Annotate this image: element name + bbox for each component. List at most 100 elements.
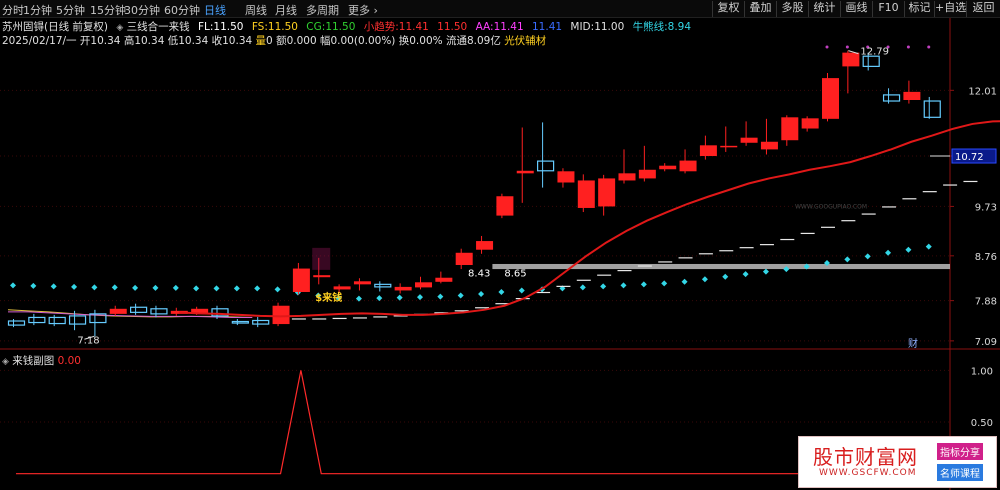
- toolbar-button-0[interactable]: 复权: [712, 1, 744, 17]
- candle-body: [740, 137, 758, 143]
- signal-dot: [927, 45, 931, 49]
- timeframe-tab-10[interactable]: 更多 ›: [348, 4, 378, 17]
- candle-body: [923, 100, 941, 118]
- candle-body: [516, 170, 534, 174]
- watermark-tag-course[interactable]: 名师课程: [937, 464, 983, 481]
- candle-body: [557, 171, 575, 183]
- candle-body: [903, 91, 921, 100]
- mid-label: MID:: [570, 21, 595, 33]
- sub-chart-value: 0.00: [57, 355, 81, 367]
- candle-body: [862, 55, 880, 67]
- float-label: 流通: [445, 35, 467, 47]
- fs-value: 11.50: [267, 21, 298, 33]
- low-label: 7.18: [77, 335, 99, 346]
- candle-body: [333, 286, 351, 290]
- aa-dot: [71, 283, 78, 290]
- toolbar-button-3[interactable]: 统计: [808, 1, 840, 17]
- timeframe-tab-8[interactable]: 月线: [275, 4, 297, 17]
- toolbar-button-6[interactable]: 标记: [904, 1, 934, 17]
- toolbar-button-2[interactable]: 多股: [776, 1, 808, 17]
- aa-dot: [172, 284, 179, 291]
- aa-label: AA:: [475, 21, 494, 33]
- aa-dot: [111, 284, 118, 291]
- sub-settings-icon[interactable]: ◈: [2, 357, 9, 367]
- candle-body: [89, 313, 107, 324]
- aa-dot: [498, 288, 505, 295]
- watermark-tag-indicator[interactable]: 指标分享: [937, 443, 983, 460]
- candle-body: [618, 173, 636, 181]
- candle-body: [822, 78, 839, 119]
- timeframe-tab-1[interactable]: 1分钟: [23, 4, 52, 17]
- toolbar-button-1[interactable]: 叠加: [744, 1, 776, 17]
- sub-y-tick-label-1: 0.50: [971, 418, 993, 429]
- y-tick-label-4: 7.88: [975, 297, 997, 308]
- candle-body: [455, 252, 473, 265]
- xqs-label: 小趋势:: [363, 21, 399, 33]
- aa-dot: [762, 268, 769, 275]
- candle-body: [801, 118, 819, 129]
- aa-dot: [10, 282, 16, 289]
- toolbar-button-4[interactable]: 画线: [840, 1, 872, 17]
- timeframe-tab-7[interactable]: 周线: [245, 4, 267, 17]
- buy-signal-label: $来钱: [315, 291, 342, 304]
- aa-dot: [132, 284, 139, 291]
- settings-icon[interactable]: ◈: [116, 23, 124, 33]
- y-tick-label-2: 9.73: [975, 202, 997, 213]
- candle-body: [598, 178, 616, 207]
- toolbar-button-5[interactable]: F10: [872, 1, 904, 17]
- aa-dot: [376, 295, 383, 302]
- signal-dot: [845, 45, 849, 49]
- cg-value: 11.50: [325, 21, 356, 33]
- buy-glow: [312, 247, 331, 270]
- high-pointer: [848, 50, 859, 55]
- watermark-title: 股市财富网: [813, 445, 918, 469]
- timeframe-tab-3[interactable]: 15分钟: [90, 4, 126, 17]
- candle-body: [760, 141, 778, 150]
- fl-value: 11.50: [213, 21, 244, 33]
- timeframe-tab-0[interactable]: 分时: [2, 4, 24, 17]
- aa-dot: [335, 295, 342, 302]
- top-toolbar: 分时 1分钟 5分钟 15分钟 30分钟 60分钟 日线 周线 月线 多周期 更多 › 复权 叠加 多股统…: [0, 0, 1000, 18]
- timeframe-tab-9[interactable]: 多周期: [306, 4, 339, 17]
- amt-value: 0.000: [286, 35, 317, 47]
- amt-label: 额: [276, 35, 287, 47]
- timeframe-tab-2[interactable]: 5分钟: [56, 4, 85, 17]
- candle-body: [496, 196, 514, 216]
- candle-body: [394, 286, 412, 291]
- candle-body: [679, 160, 697, 172]
- aa-dot: [803, 263, 810, 270]
- aa-dot: [640, 281, 647, 288]
- aa-dot: [254, 285, 261, 292]
- candle-body: [292, 268, 310, 292]
- v5-value: 11.50: [437, 21, 468, 33]
- high-label: 高: [123, 35, 135, 47]
- aa-dot: [681, 278, 688, 285]
- stock-name[interactable]: 苏州固锝(日线 前复权): [2, 21, 109, 33]
- concept-tag[interactable]: 光伏辅材: [504, 35, 547, 47]
- timeframe-tab-5[interactable]: 60分钟: [164, 4, 200, 17]
- vol-label: 量: [255, 35, 267, 47]
- candle-body: [536, 160, 555, 172]
- indicator-name[interactable]: 三线合一来钱: [126, 21, 190, 33]
- sub-chart-name[interactable]: 来钱副图: [12, 355, 55, 367]
- mid-watermark: WWW.GOOGUPIAO.COM: [795, 203, 867, 210]
- timeframe-tab-6[interactable]: 日线: [204, 4, 226, 17]
- signal-dot: [906, 45, 910, 49]
- date-value: 2025/02/17/一: [2, 35, 77, 47]
- mid-label-1: 8.43: [468, 269, 490, 280]
- aa-dot: [315, 292, 322, 299]
- vol-value: 0: [266, 35, 273, 47]
- candle-body: [28, 316, 46, 324]
- chg-value: 0.00(0.00%): [330, 35, 396, 47]
- timeframe-tab-4[interactable]: 30分钟: [124, 4, 160, 17]
- aa-dot: [722, 273, 729, 280]
- aa-dot: [478, 291, 485, 298]
- aa-dot: [30, 282, 37, 289]
- aa-dot: [193, 285, 200, 292]
- turn-label: 换: [398, 35, 410, 47]
- toolbar-button-7[interactable]: +自选: [934, 1, 966, 17]
- candle-body: [7, 320, 26, 326]
- toolbar-button-8[interactable]: 返回: [966, 1, 1000, 17]
- watermark-url: WWW.GSCFW.COM: [819, 468, 917, 478]
